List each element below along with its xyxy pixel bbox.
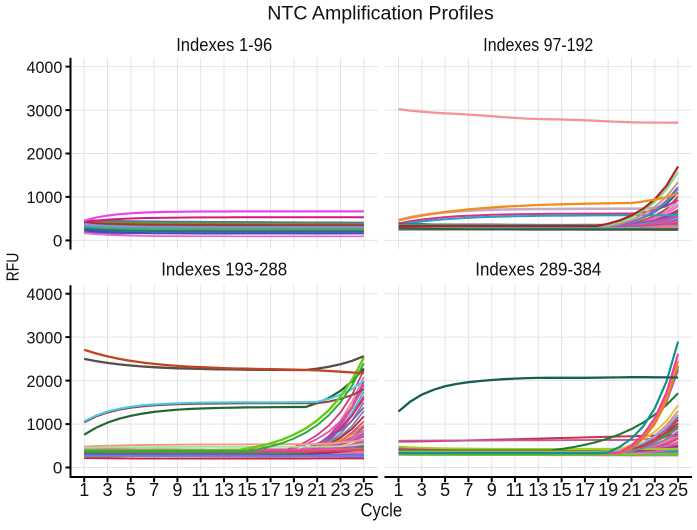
svg-text:11: 11 (506, 480, 525, 500)
svg-text:7: 7 (149, 480, 159, 500)
svg-text:7: 7 (463, 480, 473, 500)
svg-text:3: 3 (102, 480, 112, 500)
svg-text:17: 17 (261, 480, 281, 500)
svg-text:2000: 2000 (27, 372, 63, 391)
svg-text:13: 13 (214, 480, 234, 500)
svg-text:1: 1 (393, 480, 403, 500)
svg-text:1000: 1000 (27, 188, 63, 207)
svg-text:3000: 3000 (27, 328, 63, 347)
svg-text:Cycle: Cycle (361, 499, 403, 521)
svg-text:0: 0 (53, 459, 62, 478)
svg-text:Indexes 1-96: Indexes 1-96 (176, 34, 272, 55)
svg-text:1000: 1000 (27, 415, 63, 434)
svg-text:19: 19 (598, 480, 618, 500)
svg-text:11: 11 (191, 480, 210, 500)
svg-text:4000: 4000 (27, 285, 63, 304)
svg-text:9: 9 (487, 480, 497, 500)
svg-text:5: 5 (126, 480, 136, 500)
svg-text:2000: 2000 (27, 145, 63, 164)
svg-text:15: 15 (237, 480, 257, 500)
svg-text:Indexes 97-192: Indexes 97-192 (483, 34, 593, 55)
svg-text:23: 23 (330, 480, 350, 500)
svg-text:9: 9 (172, 480, 182, 500)
svg-text:21: 21 (621, 480, 641, 500)
svg-text:RFU: RFU (3, 253, 23, 282)
svg-text:Indexes 193-288: Indexes 193-288 (161, 259, 287, 280)
svg-text:Indexes 289-384: Indexes 289-384 (475, 259, 601, 280)
svg-text:19: 19 (284, 480, 304, 500)
svg-text:17: 17 (575, 480, 595, 500)
svg-text:5: 5 (440, 480, 450, 500)
svg-text:3: 3 (417, 480, 427, 500)
svg-text:23: 23 (645, 480, 665, 500)
svg-text:1: 1 (79, 480, 89, 500)
svg-text:25: 25 (668, 480, 688, 500)
svg-text:0: 0 (53, 232, 62, 251)
svg-text:13: 13 (528, 480, 548, 500)
svg-text:NTC Amplification Profiles: NTC Amplification Profiles (267, 2, 494, 24)
svg-text:21: 21 (307, 480, 327, 500)
svg-text:15: 15 (552, 480, 572, 500)
svg-text:25: 25 (354, 480, 374, 500)
svg-text:3000: 3000 (27, 101, 63, 120)
svg-text:4000: 4000 (27, 58, 63, 77)
